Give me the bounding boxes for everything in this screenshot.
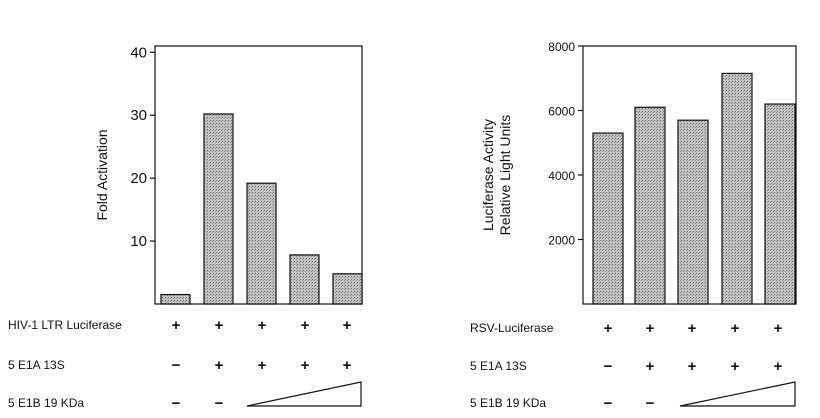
plus-mark: + <box>214 317 224 334</box>
right-bar-chart: 2000 4000 6000 8000 Luciferase Activity Relat… <box>480 40 797 305</box>
bar <box>592 132 624 305</box>
plus-mark: + <box>645 358 655 375</box>
plus-mark: + <box>773 320 783 337</box>
plus-mark: + <box>342 357 352 374</box>
y-tick-label: 10 <box>130 233 147 250</box>
bar <box>721 72 753 305</box>
y-axis-label: Relative Light Units <box>497 115 513 236</box>
left-bar-chart: 10 20 30 40 Fold Activation <box>94 44 363 305</box>
plus-mark: + <box>342 317 352 334</box>
condition-label: 5 E1B 19 KDa <box>8 396 85 410</box>
bar <box>634 106 666 305</box>
bar <box>246 182 277 305</box>
plus-mark: + <box>773 358 783 375</box>
plus-mark: + <box>645 320 655 337</box>
plus-mark: + <box>257 357 267 374</box>
bar <box>764 103 796 305</box>
plus-mark: + <box>300 317 310 334</box>
condition-label: HIV-1 LTR Luciferase <box>8 318 122 332</box>
bar <box>203 113 234 305</box>
minus-mark: − <box>603 358 613 375</box>
bar <box>332 273 363 305</box>
y-axis-label: Luciferase Activity <box>480 119 496 231</box>
minus-mark: − <box>171 395 181 412</box>
y-tick-label: 6000 <box>548 105 575 119</box>
condition-label: 5 E1A 13S <box>470 359 527 373</box>
dose-ramp-triangle <box>679 381 796 407</box>
plus-mark: + <box>730 358 740 375</box>
minus-mark: − <box>214 395 224 412</box>
y-tick-label: 40 <box>130 44 147 61</box>
minus-mark: − <box>171 357 181 374</box>
minus-mark: − <box>603 395 613 412</box>
y-tick-label: 4000 <box>548 169 575 183</box>
condition-label: 5 E1B 19 KDa <box>470 396 547 410</box>
condition-label: RSV-Luciferase <box>470 321 554 335</box>
y-tick-label: 30 <box>130 107 147 124</box>
plus-mark: + <box>300 357 310 374</box>
y-axis-label: Fold Activation <box>94 129 110 220</box>
plus-mark: + <box>603 320 613 337</box>
minus-mark: − <box>645 395 655 412</box>
bar <box>160 293 191 305</box>
plus-mark: + <box>257 317 267 334</box>
y-tick-label: 20 <box>130 170 147 187</box>
dose-ramp-triangle <box>246 381 362 407</box>
plus-mark: + <box>687 358 697 375</box>
plus-mark: + <box>214 357 224 374</box>
bar <box>289 254 320 305</box>
plus-mark: + <box>730 320 740 337</box>
plus-mark: + <box>171 317 181 334</box>
y-tick-label: 8000 <box>548 40 575 54</box>
condition-label: 5 E1A 13S <box>8 358 65 372</box>
plus-mark: + <box>687 320 697 337</box>
y-tick-label: 2000 <box>548 234 575 248</box>
bar <box>677 119 709 305</box>
